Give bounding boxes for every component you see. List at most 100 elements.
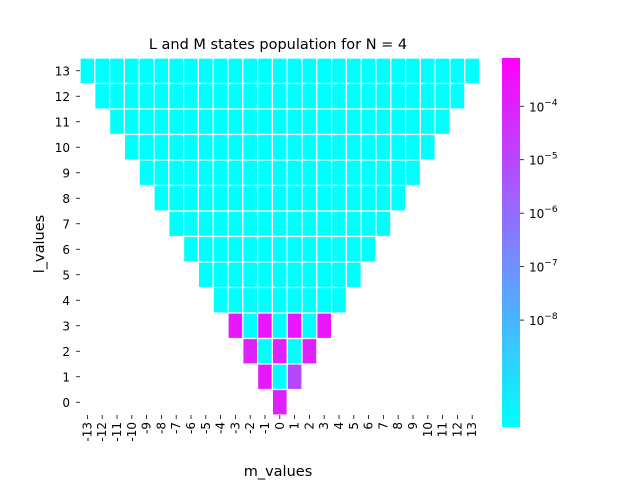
heatmap-cells — [79, 57, 481, 416]
heatmap-cell — [257, 57, 274, 85]
heatmap-cell — [360, 159, 377, 187]
heatmap-cell — [271, 312, 288, 340]
heatmap-cell — [301, 235, 318, 263]
heatmap-cell — [331, 235, 348, 263]
heatmap-cell — [419, 133, 436, 161]
y-tick-label: 11 — [55, 115, 70, 129]
y-tick-label: 12 — [55, 90, 70, 104]
colorbar-tick-label: 10−8 — [529, 312, 558, 328]
heatmap-cell — [108, 57, 125, 85]
heatmap-cell — [360, 235, 377, 263]
heatmap-cell — [271, 108, 288, 136]
heatmap-cell — [227, 235, 244, 263]
heatmap-cell — [360, 184, 377, 212]
heatmap-cell — [197, 159, 214, 187]
y-tick-label: 1 — [62, 370, 70, 384]
x-tick-label: -11 — [110, 422, 124, 442]
heatmap-cell — [242, 184, 259, 212]
chart-title: L and M states population for N = 4 — [149, 37, 407, 53]
heatmap-cell — [197, 261, 214, 289]
heatmap-cell — [242, 159, 259, 187]
heatmap-cell — [138, 133, 155, 161]
heatmap-cell — [419, 82, 436, 110]
heatmap-cell — [168, 210, 185, 238]
heatmap-cell — [301, 108, 318, 136]
heatmap-cell — [271, 235, 288, 263]
heatmap-cell — [345, 108, 362, 136]
heatmap-cell — [316, 57, 333, 85]
heatmap-cell — [345, 133, 362, 161]
heatmap-cell — [316, 210, 333, 238]
heatmap-cell — [153, 159, 170, 187]
heatmap-cell — [419, 57, 436, 85]
heatmap-cell — [257, 261, 274, 289]
colorbar-tick-label: 10−4 — [529, 98, 558, 114]
heatmap-cell — [242, 312, 259, 340]
heatmap-cell — [345, 184, 362, 212]
heatmap-cell — [316, 184, 333, 212]
heatmap-cell — [227, 82, 244, 110]
heatmap-cell — [405, 82, 422, 110]
heatmap-cell — [301, 337, 318, 365]
x-tick-label: -13 — [80, 422, 94, 442]
heatmap-cell — [183, 82, 200, 110]
heatmap-cell — [212, 133, 229, 161]
heatmap-cell — [123, 82, 140, 110]
heatmap-cell — [331, 184, 348, 212]
heatmap-cell — [360, 57, 377, 85]
heatmap-cell — [331, 159, 348, 187]
heatmap-cell — [301, 312, 318, 340]
heatmap-cell — [345, 159, 362, 187]
heatmap-cell — [301, 184, 318, 212]
x-tick-label: -5 — [199, 422, 213, 434]
heatmap-cell — [183, 184, 200, 212]
heatmap-cell — [271, 363, 288, 391]
y-tick-label: 0 — [62, 396, 70, 410]
heatmap-cell — [301, 286, 318, 314]
heatmap-cell — [286, 286, 303, 314]
heatmap-cell — [138, 57, 155, 85]
heatmap-cell — [316, 261, 333, 289]
heatmap-cell — [331, 108, 348, 136]
heatmap-cell — [227, 261, 244, 289]
heatmap-cell — [449, 82, 466, 110]
heatmap-cell — [257, 133, 274, 161]
heatmap-cell — [390, 133, 407, 161]
y-tick-label: 7 — [62, 217, 70, 231]
x-tick-label: 8 — [391, 422, 405, 430]
heatmap-cell — [375, 159, 392, 187]
heatmap-cell — [242, 337, 259, 365]
heatmap-cell — [286, 108, 303, 136]
x-tick-label: -7 — [169, 422, 183, 434]
heatmap-cell — [434, 82, 451, 110]
heatmap-cell — [227, 312, 244, 340]
heatmap-cell — [301, 159, 318, 187]
heatmap-cell — [390, 108, 407, 136]
heatmap-cell — [168, 82, 185, 110]
heatmap-cell — [197, 108, 214, 136]
heatmap-cell — [257, 312, 274, 340]
heatmap-cell — [434, 57, 451, 85]
heatmap-cell — [197, 57, 214, 85]
y-tick-label: 3 — [62, 319, 70, 333]
heatmap-cell — [242, 108, 259, 136]
heatmap-cell — [212, 210, 229, 238]
heatmap-cell — [212, 82, 229, 110]
heatmap-cell — [316, 286, 333, 314]
x-tick-label: -2 — [243, 422, 257, 434]
heatmap-cell — [153, 184, 170, 212]
heatmap-cell — [286, 57, 303, 85]
heatmap-cell — [242, 57, 259, 85]
y-tick-label: 5 — [62, 268, 70, 282]
heatmap-cell — [153, 82, 170, 110]
y-tick-label: 9 — [62, 166, 70, 180]
colorbar-tick-label: 10−6 — [529, 205, 558, 221]
heatmap-cell — [257, 82, 274, 110]
heatmap-cell — [271, 337, 288, 365]
heatmap-cell — [405, 159, 422, 187]
x-tick-label: 5 — [347, 422, 361, 430]
heatmap-cell — [405, 57, 422, 85]
x-tick-label: -6 — [184, 422, 198, 434]
y-tick-label: 8 — [62, 192, 70, 206]
